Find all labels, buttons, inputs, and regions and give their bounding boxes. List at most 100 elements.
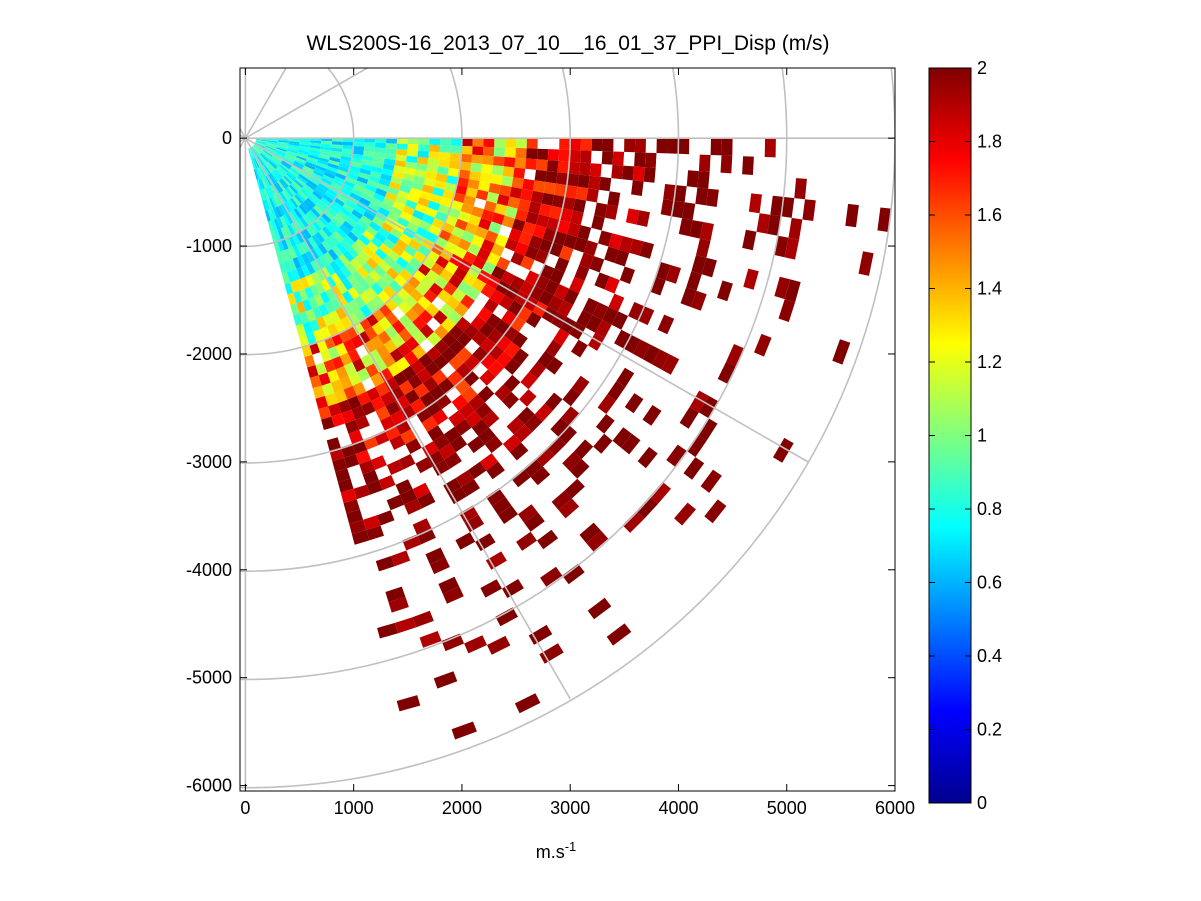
- ppi-cell: [252, 146, 260, 155]
- ppi-cell: [636, 210, 650, 227]
- ppi-cell: [393, 165, 406, 174]
- ppi-cell: [595, 414, 615, 434]
- ppi-cell: [405, 336, 420, 351]
- ppi-cell: [330, 297, 342, 311]
- ppi-cell: [264, 176, 271, 187]
- ppi-cell: [480, 353, 497, 370]
- ppi-cell: [296, 301, 306, 314]
- ppi-cell: [310, 142, 321, 147]
- ppi-cell: [296, 243, 306, 256]
- ppi-cell: [283, 175, 293, 185]
- ppi-cell: [280, 227, 289, 239]
- ppi-cell: [269, 197, 276, 209]
- ppi-cell: [385, 148, 397, 155]
- ppi-cell: [273, 152, 284, 160]
- ppi-cell: [366, 480, 383, 495]
- ppi-cell: [480, 283, 496, 299]
- ppi-cell: [480, 239, 495, 253]
- ppi-cell: [698, 154, 711, 172]
- ppi-cell: [318, 372, 331, 386]
- ppi-cell: [469, 171, 482, 182]
- ppi-cell: [455, 184, 468, 196]
- ppi-cell: [290, 303, 300, 316]
- ppi-cell: [347, 395, 362, 410]
- ppi-cell: [386, 267, 400, 280]
- ppi-cell: [248, 148, 253, 159]
- colorbar: [929, 68, 971, 803]
- ppi-cell: [375, 188, 388, 197]
- ppi-cell: [288, 144, 299, 148]
- ppi-cell: [644, 152, 657, 168]
- ppi-cell: [485, 551, 507, 570]
- ppi-cell: [404, 389, 420, 405]
- ppi-cell: [417, 150, 429, 159]
- ppi-cell: [266, 143, 277, 148]
- ppi-cell: [494, 234, 509, 248]
- ppi-cell: [505, 138, 517, 148]
- ppi-cell: [337, 399, 352, 414]
- ppi-cell: [536, 159, 548, 171]
- ppi-cell: [440, 138, 452, 146]
- ppi-cell: [309, 342, 321, 355]
- ppi-cell: [360, 163, 373, 171]
- ppi-cell: [431, 218, 445, 230]
- ppi-cell: [302, 186, 313, 196]
- ppi-cell: [400, 429, 417, 445]
- ppi-cell: [674, 502, 696, 526]
- ppi-cell: [259, 178, 265, 190]
- ppi-cell: [347, 348, 361, 363]
- ppi-cell: [525, 311, 542, 328]
- ppi-cell: [498, 294, 514, 311]
- ppi-cell: [569, 322, 586, 340]
- ppi-cell: [667, 138, 679, 154]
- ppi-cell: [327, 162, 339, 170]
- ppi-cell: [281, 272, 290, 285]
- ppi-cell: [689, 390, 709, 413]
- ppi-cell: [335, 227, 348, 239]
- ppi-cell: [411, 181, 424, 191]
- colorbar-tick-label: 0: [977, 793, 987, 813]
- ppi-cell: [362, 155, 374, 162]
- ppi-cell: [427, 200, 441, 212]
- ppi-cell: [329, 310, 341, 324]
- ppi-cell: [303, 165, 315, 173]
- ppi-cell: [340, 488, 357, 503]
- azimuth-spoke: [245, 68, 369, 139]
- ppi-cell: [351, 188, 364, 198]
- ppi-cell: [554, 183, 567, 197]
- ppi-cell: [336, 169, 348, 177]
- ppi-cell: [296, 255, 306, 267]
- ppi-cell: [333, 176, 346, 184]
- ppi-cell: [332, 138, 343, 142]
- ppi-cell: [344, 454, 360, 469]
- ppi-cell: [275, 206, 283, 218]
- ppi-cell: [333, 197, 345, 207]
- ppi-cell: [511, 177, 524, 189]
- ppi-cell: [400, 404, 416, 420]
- ppi-cell: [322, 313, 334, 327]
- ppi-cell: [340, 187, 352, 196]
- ppi-cell: [314, 188, 325, 198]
- ppi-cell: [558, 425, 577, 445]
- ppi-cell: [374, 248, 388, 261]
- ppi-cell: [551, 490, 572, 511]
- ppi-cell: [273, 218, 281, 230]
- ppi-cell: [298, 289, 309, 302]
- ppi-cell: [370, 236, 383, 249]
- ppi-cell: [339, 224, 351, 236]
- ppi-cell: [486, 252, 501, 266]
- ppi-cell: [492, 496, 512, 515]
- ppi-cell: [284, 237, 293, 249]
- ppi-cell: [266, 198, 273, 210]
- ppi-cell: [335, 172, 347, 181]
- ppi-cell: [310, 207, 321, 219]
- ppi-cell: [383, 285, 397, 299]
- ppi-cell: [487, 360, 505, 377]
- ppi-cell: [355, 449, 371, 465]
- ppi-cell: [375, 142, 387, 149]
- ppi-cell: [356, 391, 371, 406]
- ppi-cell: [478, 217, 492, 231]
- ppi-cell: [349, 165, 361, 173]
- ppi-cell: [562, 563, 585, 585]
- ppi-cell: [320, 143, 332, 148]
